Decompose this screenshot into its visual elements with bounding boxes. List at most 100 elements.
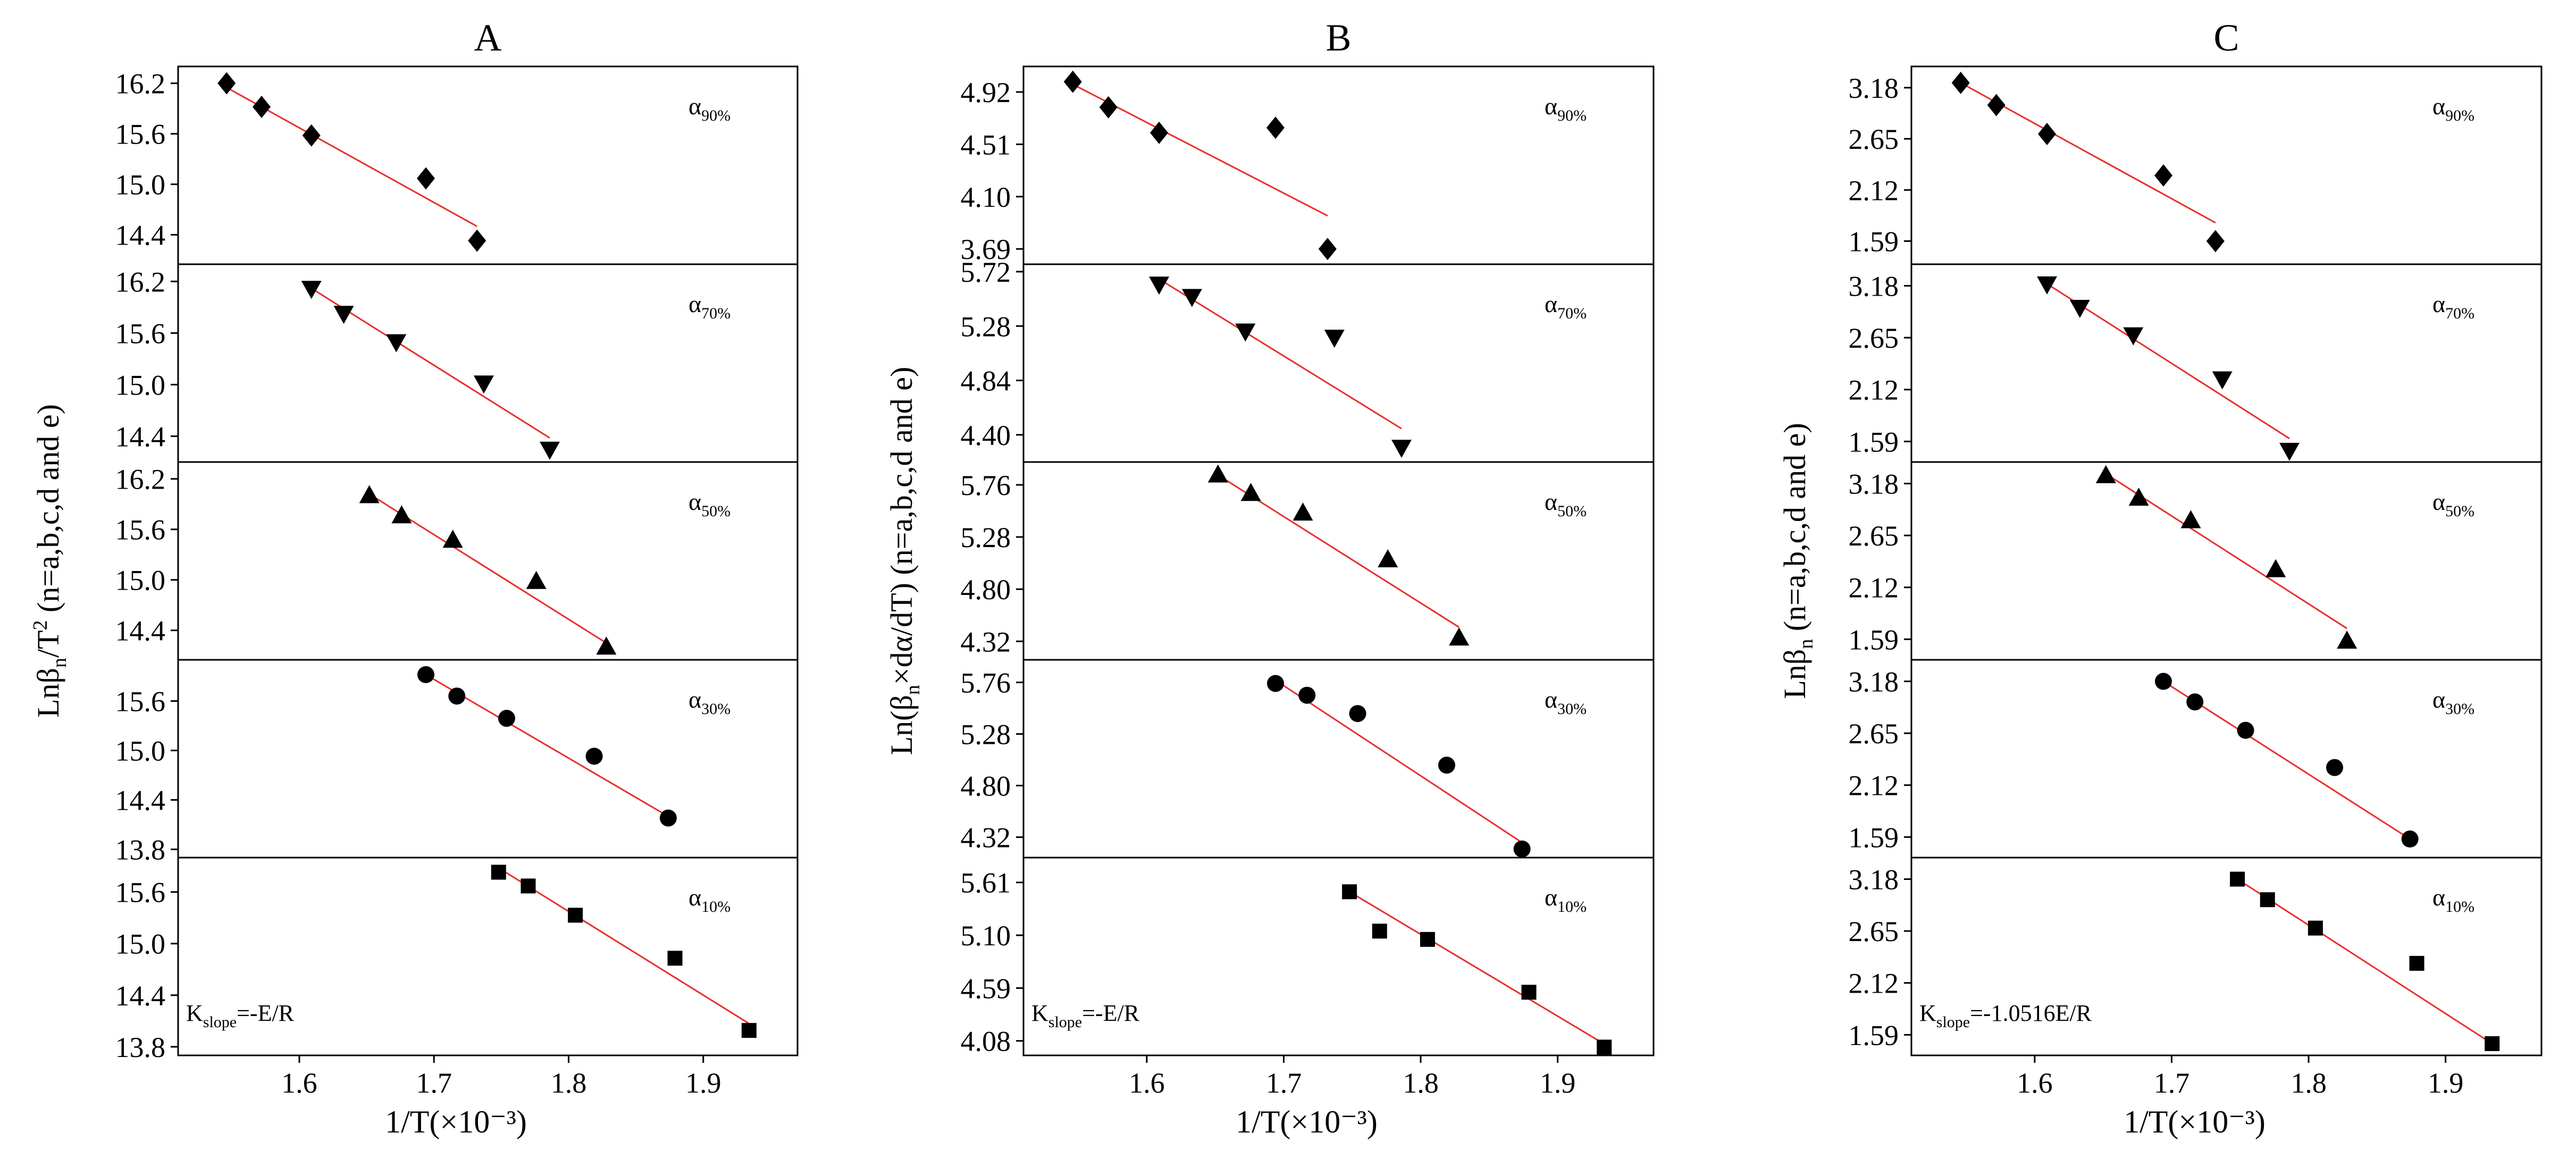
y-tick-label: 3.18	[1849, 72, 1899, 104]
data-point-circle	[1438, 757, 1456, 774]
data-point-circle	[1298, 686, 1316, 704]
y-tick-label: 5.76	[961, 469, 1011, 501]
data-point-square	[741, 1023, 757, 1038]
panel-frame	[1910, 659, 2543, 859]
x-axis-label: 1/T(×10⁻³)	[1236, 1104, 1378, 1139]
data-point-circle	[2237, 721, 2254, 739]
panel-30pct: 5.76 5.28 4.80 4.32 α30%	[961, 659, 1655, 859]
series-label: α30%	[689, 686, 731, 718]
panel-frame	[1910, 263, 2543, 463]
fit-line	[425, 674, 669, 817]
y-tick-label: 16.2	[115, 68, 166, 100]
panel-90pct: 4.92 4.51 4.10 3.69 α90%	[961, 65, 1655, 265]
y-tick-label: 5.28	[961, 522, 1011, 553]
panel-frame	[177, 263, 799, 463]
y-tick-label: 13.8	[115, 1031, 166, 1063]
data-point-diamond	[417, 167, 435, 190]
data-point-triangle-down	[1324, 330, 1345, 348]
y-tick-label: 2.12	[1849, 770, 1899, 802]
data-point-circle	[498, 710, 515, 727]
panel-frame	[177, 461, 799, 661]
panel-frame	[1910, 857, 2543, 1056]
data-point-triangle	[1449, 627, 1470, 646]
series-label: α50%	[1545, 488, 1587, 520]
y-tick-label: 3.18	[1849, 864, 1899, 896]
data-point-square	[1597, 1039, 1612, 1055]
y-tick-label: 2.12	[1849, 174, 1899, 206]
data-point-triangle-down	[333, 306, 354, 324]
y-tick-label: 15.6	[115, 686, 166, 718]
y-tick-label: 4.40	[961, 419, 1011, 451]
y-tick-label: 1.59	[1849, 821, 1899, 853]
series-label: α70%	[689, 290, 731, 322]
y-tick-label: 4.92	[961, 77, 1011, 108]
data-point-circle	[417, 666, 434, 683]
y-tick-label: 3.18	[1849, 666, 1899, 698]
data-point-diamond	[253, 95, 271, 118]
data-point-square	[1342, 884, 1357, 900]
y-tick-label: 1.59	[1849, 624, 1899, 656]
data-point-triangle	[2095, 465, 2116, 483]
data-point-square	[568, 908, 583, 923]
y-tick-label: 2.12	[1849, 374, 1899, 406]
data-point-triangle	[1378, 549, 1398, 567]
panel-50pct: 3.18 2.65 2.12 1.59 α50%	[1849, 461, 2543, 661]
x-tick-label: 1.7	[2154, 1067, 2190, 1099]
x-axis-label: 1/T(×10⁻³)	[2124, 1104, 2265, 1139]
panel-frame	[177, 659, 799, 859]
y-tick-label: 4.80	[961, 770, 1011, 802]
data-point-triangle-down	[301, 281, 322, 299]
y-tick-label: 16.2	[115, 266, 166, 298]
y-tick-label: 14.4	[115, 980, 166, 1012]
data-point-circle	[2401, 830, 2419, 848]
series-label: α50%	[689, 488, 731, 520]
data-point-circle	[1267, 675, 1284, 692]
data-point-triangle-down	[1391, 440, 1412, 458]
data-point-square	[1420, 932, 1435, 947]
series-label: α10%	[1545, 884, 1587, 916]
panel-30pct: 3.18 2.65 2.12 1.59 α30%	[1849, 659, 2543, 859]
fit-line	[2163, 681, 2411, 840]
data-point-triangle-down	[1235, 323, 1256, 342]
x-tick-label: 1.6	[281, 1067, 317, 1099]
y-tick-label: 13.8	[115, 834, 166, 866]
data-point-triangle	[2128, 488, 2149, 506]
y-tick-label: 15.0	[115, 169, 166, 201]
fit-line	[311, 288, 550, 439]
series-label: α50%	[2432, 488, 2474, 520]
fit-line	[2237, 878, 2493, 1045]
data-point-diamond	[2206, 230, 2225, 253]
data-point-square	[667, 951, 683, 966]
chart-column-b: B 4.92 4.51 4.10 3.69 α90% 5.72 5.28 4.84 4.40 α70…	[884, 16, 1655, 1139]
data-point-diamond	[217, 72, 236, 95]
x-tick-label: 1.8	[1403, 1067, 1439, 1099]
y-tick-label: 15.0	[115, 928, 166, 960]
data-point-triangle-down	[1181, 289, 1202, 307]
y-tick-label: 5.72	[961, 256, 1011, 288]
series-label: α10%	[689, 884, 731, 916]
chart-title: A	[474, 16, 502, 59]
data-point-triangle	[1293, 502, 1313, 521]
data-point-triangle-down	[2279, 442, 2300, 461]
y-tick-label: 4.51	[961, 129, 1011, 161]
y-tick-label: 2.65	[1849, 322, 1899, 354]
fit-line	[1349, 891, 1605, 1045]
fit-line	[498, 867, 750, 1025]
data-point-circle	[659, 809, 677, 827]
fit-line	[1275, 679, 1523, 843]
y-tick-label: 1.59	[1849, 225, 1899, 257]
fit-line	[226, 87, 477, 228]
y-tick-label: 3.18	[1849, 468, 1899, 500]
slope-annotation: Kslope=-1.0516E/R	[1919, 1000, 2092, 1031]
data-point-triangle-down	[386, 334, 407, 353]
data-point-triangle-down	[1149, 276, 1170, 295]
y-tick-label: 2.65	[1849, 123, 1899, 155]
y-tick-label: 1.59	[1849, 1019, 1899, 1051]
data-point-triangle-down	[473, 375, 494, 394]
data-point-triangle	[359, 485, 380, 504]
panel-frame	[1910, 65, 2543, 265]
data-point-diamond	[2038, 123, 2057, 146]
y-tick-label: 14.4	[115, 421, 166, 452]
panel-70pct: 16.2 15.6 15.0 14.4 α70%	[115, 263, 799, 463]
